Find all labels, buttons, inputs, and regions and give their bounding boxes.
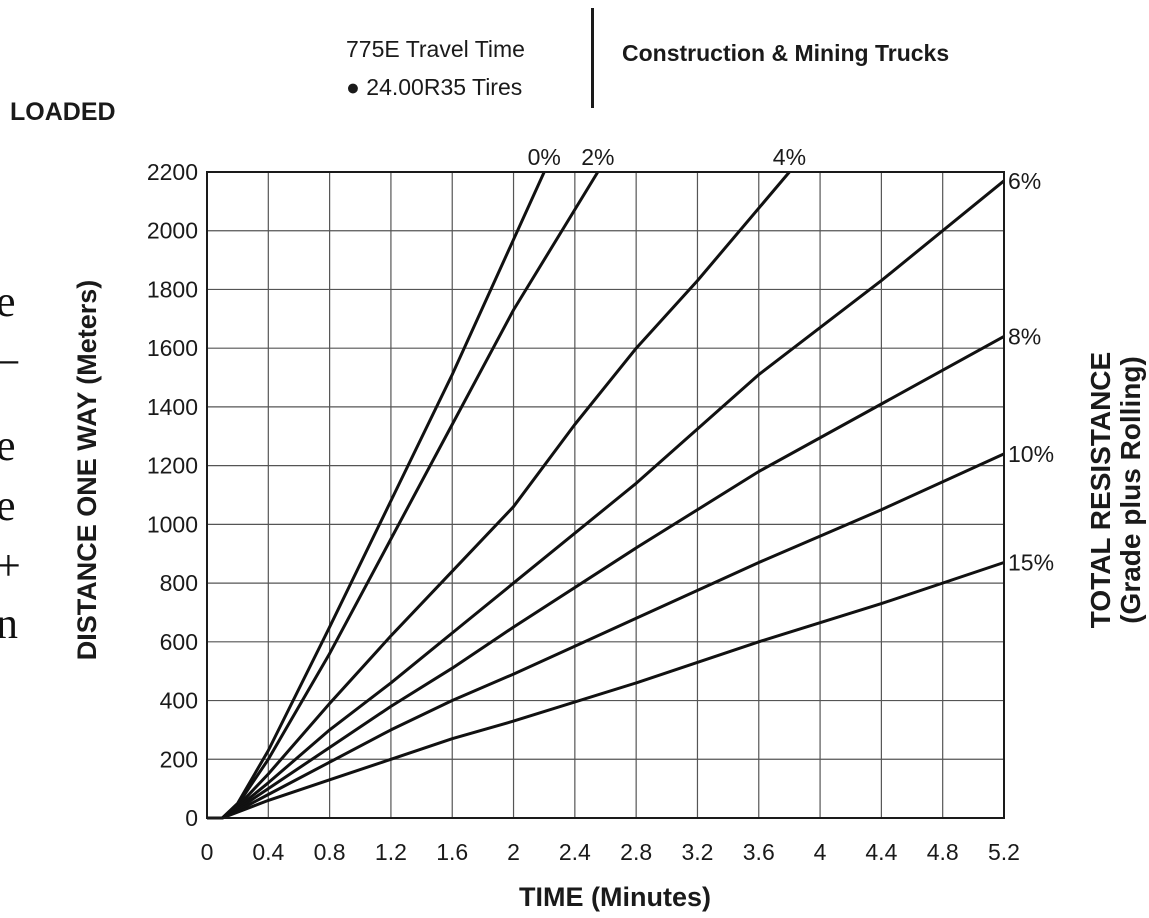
chart-title: Construction & Mining Trucks [622, 40, 950, 66]
x-tick-label: 1.6 [436, 839, 468, 865]
cutoff-text-4: e [0, 481, 16, 530]
x-tick-label: 2.8 [620, 839, 652, 865]
grid [206, 171, 1005, 819]
y-tick-label: 800 [160, 570, 198, 596]
right-axis-label-line1: TOTAL RESISTANCE [1085, 352, 1116, 628]
x-tick-label: 4.8 [927, 839, 959, 865]
series-line-4pct [207, 171, 791, 820]
cutoff-text-5: + [0, 541, 21, 590]
cutoff-text-6: n [0, 599, 18, 648]
series-label-10pct: 10% [1008, 441, 1054, 467]
series-label-15pct: 15% [1008, 550, 1054, 576]
series-line-0pct [207, 171, 546, 820]
header-divider [591, 8, 594, 108]
cutoff-text-3: e [0, 421, 16, 470]
x-tick-label: 3.6 [743, 839, 775, 865]
series-label-0pct: 0% [528, 144, 561, 170]
series-line-15pct [207, 561, 1005, 820]
series-lines [207, 171, 1005, 820]
x-tick-label: 2.4 [559, 839, 591, 865]
y-tick-label: 1000 [147, 511, 198, 537]
x-tick-label: 5.2 [988, 839, 1020, 865]
x-tick-label: 0.4 [252, 839, 284, 865]
x-tick-label: 0 [201, 839, 214, 865]
chart-subtitle-model: 775E Travel Time [346, 36, 525, 62]
y-tick-label: 1200 [147, 453, 198, 479]
series-line-8pct [207, 335, 1005, 820]
x-tick-label: 3.2 [681, 839, 713, 865]
condition-label: LOADED [10, 98, 116, 126]
y-tick-label: 1800 [147, 276, 198, 302]
right-axis-label-line2: (Grade plus Rolling) [1115, 356, 1146, 624]
x-axis-label: TIME (Minutes) [519, 882, 711, 912]
series-label-8pct: 8% [1008, 323, 1041, 349]
series-line-2pct [207, 171, 600, 820]
x-tick-label: 4.4 [865, 839, 897, 865]
y-tick-label: 600 [160, 629, 198, 655]
plot-frame [206, 171, 1005, 819]
x-tick-label: 2 [507, 839, 520, 865]
chart-subtitle-tires: ● 24.00R35 Tires [346, 74, 523, 100]
x-tick-labels: 0 0.4 0.8 1.2 1.6 2 2.4 2.8 3.2 3.6 4 4.4 4.8 5.2 [201, 839, 1020, 865]
y-tick-label: 2200 [147, 159, 198, 185]
x-tick-label: 0.8 [314, 839, 346, 865]
y-tick-label: 2000 [147, 218, 198, 244]
x-tick-label: 4 [814, 839, 827, 865]
series-line-6pct [207, 179, 1005, 820]
series-label-4pct: 4% [773, 144, 806, 170]
cutoff-text-2: – [0, 333, 18, 384]
y-tick-label: 1600 [147, 335, 198, 361]
x-tick-label: 1.2 [375, 839, 407, 865]
series-label-2pct: 2% [581, 144, 614, 170]
cutoff-text-1: e [0, 277, 16, 326]
series-label-6pct: 6% [1008, 168, 1041, 194]
y-tick-label: 400 [160, 688, 198, 714]
y-tick-label: 0 [185, 805, 198, 831]
y-tick-label: 1400 [147, 394, 198, 420]
series-labels: 0% 2% 4% 6% 8% 10% 15% [528, 144, 1054, 576]
y-tick-label: 200 [160, 746, 198, 772]
y-axis-label: DISTANCE ONE WAY (Meters) [72, 280, 102, 661]
y-tick-labels: 0 200 400 600 800 1000 1200 1400 1600 1800 2000 220… [147, 159, 198, 831]
